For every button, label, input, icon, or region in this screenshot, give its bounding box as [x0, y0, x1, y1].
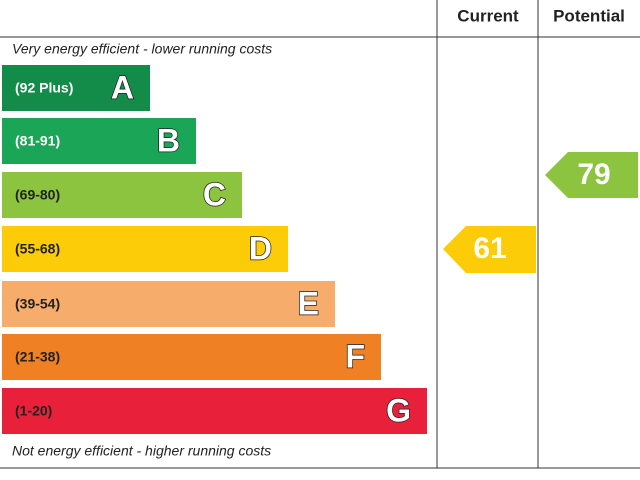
- current-arrow: [443, 226, 536, 273]
- band-letter: A: [111, 69, 134, 105]
- band-bar: [2, 226, 288, 272]
- band-letter: G: [386, 392, 411, 428]
- band-letter: D: [249, 230, 272, 266]
- band-range: (55-68): [15, 241, 60, 257]
- band-bar: [2, 118, 196, 164]
- band-letter: F: [345, 338, 365, 374]
- potential-header: Potential: [553, 6, 625, 25]
- band-bar: [2, 334, 381, 380]
- band-range: (69-80): [15, 187, 60, 203]
- frame: [0, 0, 640, 469]
- band-bar: [2, 388, 427, 434]
- bands: (92 Plus) A (81-91) B (69-80) C (55-68) D (39-54…: [2, 65, 427, 434]
- band-letter: E: [298, 285, 319, 321]
- band-range: (1-20): [15, 403, 52, 419]
- band-range: (39-54): [15, 296, 60, 312]
- band-letter: B: [157, 122, 180, 158]
- band-range: (92 Plus): [15, 80, 73, 96]
- band-bar: [2, 281, 335, 327]
- band-range: (81-91): [15, 133, 60, 149]
- potential-arrow: [545, 152, 638, 198]
- band-bar: [2, 65, 150, 111]
- potential-score: 79: [577, 158, 610, 191]
- top-note: Very energy efficient - lower running co…: [12, 41, 272, 57]
- bottom-note: Not energy efficient - higher running co…: [12, 443, 271, 459]
- current-score: 61: [473, 232, 506, 265]
- band-letter: C: [203, 176, 226, 212]
- band-range: (21-38): [15, 349, 60, 365]
- current-header: Current: [457, 6, 519, 25]
- band-bar: [2, 172, 242, 218]
